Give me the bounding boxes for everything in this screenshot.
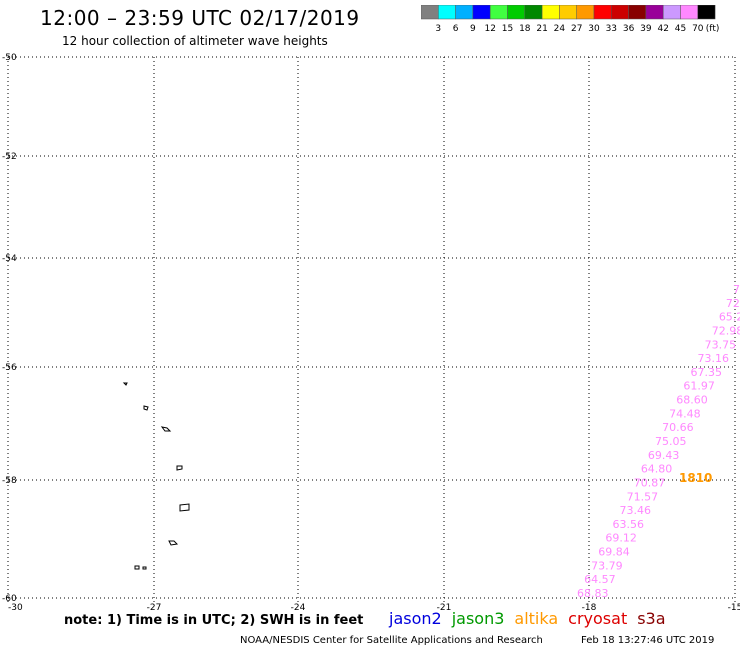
island-outline: [142, 566, 147, 570]
island-outline: [168, 540, 179, 546]
island-outline: [122, 382, 128, 386]
wave-height-value: 75.05: [655, 435, 687, 448]
latitude-label: -54: [2, 254, 17, 264]
credit-text: NOAA/NESDIS Center for Satellite Applica…: [240, 635, 543, 646]
map-title: 12:00 – 23:59 UTC 02/17/2019: [40, 6, 360, 30]
generated-timestamp: Feb 18 13:27:46 UTC 2019: [581, 635, 715, 646]
colorbar-label: 24: [554, 24, 566, 34]
colorbar-label: 9: [470, 24, 476, 34]
wave-height-value: 70.87: [634, 476, 666, 489]
wave-height-value: 73.16: [698, 352, 730, 365]
longitude-label: -21: [437, 603, 452, 610]
wave-height-value: 68.83: [577, 587, 609, 600]
colorbar-label: 21: [536, 24, 547, 34]
colorbar-label: 12: [484, 24, 495, 34]
wave-height-track: 77265.272.9873.7573.1667.3561.9768.6074.…: [577, 283, 740, 600]
map-grid: [7, 56, 736, 604]
wave-height-colorbar: 3 6 9 12 15 18 21 24 27 30 33 36 39 42 45 70 (ft): [421, 5, 720, 34]
colorbar-label: 70: [692, 24, 704, 34]
wave-height-value: 61.97: [683, 380, 715, 393]
island-outline: [160, 426, 172, 432]
latitude-label: -50: [2, 53, 17, 63]
wave-height-value: 65.2: [719, 311, 740, 324]
map-subtitle: 12 hour collection of altimeter wave hei…: [62, 34, 328, 48]
wave-height-value: 63.56: [612, 518, 644, 531]
wave-height-value: 68.60: [676, 394, 708, 407]
satellite-legend: jason2 jason3 altika cryosat s3a: [389, 609, 676, 628]
colorbar-label: 6: [453, 24, 459, 34]
wave-height-value: 69.43: [648, 449, 680, 462]
colorbar-label: 42: [657, 24, 668, 34]
latitude-label: -60: [2, 594, 17, 604]
wave-height-value: 73.75: [705, 338, 737, 351]
highlight-value: 1810: [679, 471, 712, 485]
altimeter-map: -50-52-54-56-58-60 -30 -27 -24 -21 -18 -15 77…: [2, 53, 740, 610]
colorbar-unit: (ft): [706, 24, 720, 34]
wave-height-value: 64.57: [584, 573, 616, 586]
colorbar-label: 30: [588, 24, 600, 34]
satellite-altika: altika: [514, 609, 559, 628]
wave-height-value: 72.98: [712, 324, 740, 337]
latitude-labels: -50 -52 -54 -56 -58 -60: [2, 53, 17, 604]
wave-height-value: 69.84: [598, 546, 630, 559]
satellite-jason3: jason3: [451, 609, 505, 628]
south-sandwich-islands: [122, 382, 190, 570]
wave-height-value: 69.12: [605, 532, 637, 545]
island-outline: [134, 565, 140, 570]
wave-height-value: 70.66: [662, 421, 694, 434]
colorbar-label: 18: [519, 24, 531, 34]
colorbar-label: 39: [640, 24, 652, 34]
wave-height-value: 73.46: [620, 504, 652, 517]
wave-height-value: 72: [726, 297, 740, 310]
colorbar-swatch: [697, 5, 716, 20]
latitude-label: -58: [2, 476, 17, 486]
units-note: note: 1) Time is in UTC; 2) SWH is in fe…: [64, 613, 364, 628]
colorbar-label: 33: [606, 24, 617, 34]
island-outline: [143, 405, 149, 411]
latitude-label: -52: [2, 152, 17, 162]
wave-height-value: 73.79: [591, 559, 623, 572]
longitude-label: -24: [291, 603, 306, 610]
colorbar-label: 15: [502, 24, 513, 34]
island-outline: [176, 465, 183, 471]
colorbar-label: 3: [435, 24, 441, 34]
wave-height-value: 7: [733, 283, 740, 296]
satellite-s3a: s3a: [637, 609, 666, 628]
longitude-label: -30: [8, 603, 23, 610]
island-outline: [179, 503, 190, 512]
colorbar-label: 45: [675, 24, 686, 34]
colorbar-label: 36: [623, 24, 635, 34]
wave-height-value: 74.48: [669, 407, 701, 420]
wave-height-value: 64.80: [641, 463, 673, 476]
satellite-jason2: jason2: [389, 609, 442, 628]
wave-height-value: 71.57: [627, 490, 659, 503]
longitude-label: -27: [147, 603, 162, 610]
colorbar-label: 27: [571, 24, 582, 34]
longitude-label: -18: [582, 603, 597, 610]
longitude-labels: -30 -27 -24 -21 -18 -15: [8, 603, 740, 610]
latitude-label: -56: [2, 363, 17, 373]
satellite-cryosat: cryosat: [568, 609, 628, 628]
longitude-label: -15: [728, 603, 740, 610]
wave-height-value: 67.35: [690, 366, 722, 379]
